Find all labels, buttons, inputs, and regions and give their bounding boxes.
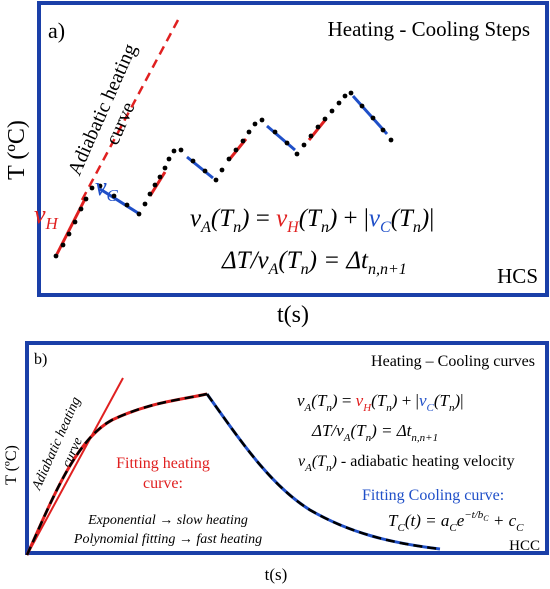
panel-b-fit-cooling-title: Fitting Cooling curve: [362,487,504,504]
data-point [124,202,130,208]
panel-b-y-axis-label: T (ºC) [3,445,20,485]
panel-b-label: b) [34,351,47,368]
panel-a-cooling-segments [99,94,389,215]
data-point [97,183,103,189]
data-point [301,142,307,148]
panel-a-vc-label: vC [95,172,119,205]
data-point [329,108,335,114]
cooling-segment [99,187,139,215]
data-point [219,167,225,173]
panel-a-tag: HCS [497,264,538,288]
data-point [348,90,354,96]
data-point [272,129,278,135]
panel-a-frame [37,1,549,297]
data-point [259,117,265,123]
panel-a-x-axis-label: t(s) [277,302,309,328]
data-point [147,191,153,197]
panel-a-title: Heating - Cooling Steps [328,17,530,41]
panel-b-heating-fit [25,392,208,556]
panel-a-equation-time: ΔT/vA(Tn) = Δtn,n+1 [221,247,407,278]
data-point [284,140,290,146]
data-point [152,182,158,188]
panel-b-tag: HCC [509,538,540,554]
heating-segment [148,171,167,197]
panel-b-fit-heating-title-2: curve: [143,475,183,492]
panel-a-equation-velocity: vA(Tn) = vH(Tn) + |vC(Tn)| [190,205,434,236]
data-point [388,137,394,143]
data-point [53,253,59,259]
data-point [202,168,208,174]
panel-b-polynomial-text: Polynomial fitting → fast heating [73,532,262,547]
data-point [240,138,246,144]
panel-b-frame [25,341,549,555]
data-point [60,242,66,248]
data-point [162,165,168,171]
data-point [359,103,365,109]
panel-a-vh-label: vH [34,200,60,233]
data-point [233,147,239,153]
data-point [72,219,78,225]
panel-b-adiabatic-line [26,377,124,556]
data-point [83,196,89,202]
data-point [89,185,95,191]
data-point [136,211,142,217]
panel-a-label: a) [48,18,65,43]
panel-a-y-axis-label: T (ºC) [4,120,30,180]
panel-b-equation-time: ΔT/vA(Tn) = Δtn,n+1 [311,421,438,444]
data-point [380,127,386,133]
data-point [226,156,232,162]
data-point [342,93,348,99]
panel-b-x-axis-label: t(s) [265,565,288,584]
data-point [252,121,258,127]
cooling-segment [266,124,296,152]
data-point [336,100,342,106]
data-point [190,158,196,164]
panel-b-cooling-fit [205,393,441,551]
panel-b-exponential-text: Exponential → slow heating [87,513,248,528]
data-point [166,156,172,162]
data-point [315,124,321,130]
data-point [246,129,252,135]
data-point [111,193,117,199]
panel-b-equation-velocity-definition: vA(Tn) - adiabatic heating velocity [298,453,515,474]
panel-b-title: Heating – Cooling curves [371,353,535,370]
panel-a-data-points [53,90,394,259]
data-point [322,116,328,122]
data-point [66,231,72,237]
data-point [294,151,300,157]
panel-b-cooling-equation: TC(t) = aCe−t/bC + cC [388,509,524,534]
panel-a-adiabatic-line [80,19,180,201]
data-point [308,133,314,139]
data-point [370,115,376,121]
panel-b-fit-heating-title-1: Fitting heating [116,455,210,472]
cooling-segment [351,94,389,136]
data-point [142,201,148,207]
data-point [78,206,84,212]
data-point [213,177,219,183]
data-point [178,147,184,153]
data-point [157,174,163,180]
data-point [171,148,177,154]
panel-b-equation-velocity: vA(Tn) = vH(Tn) + |vC(Tn)| [297,391,464,414]
